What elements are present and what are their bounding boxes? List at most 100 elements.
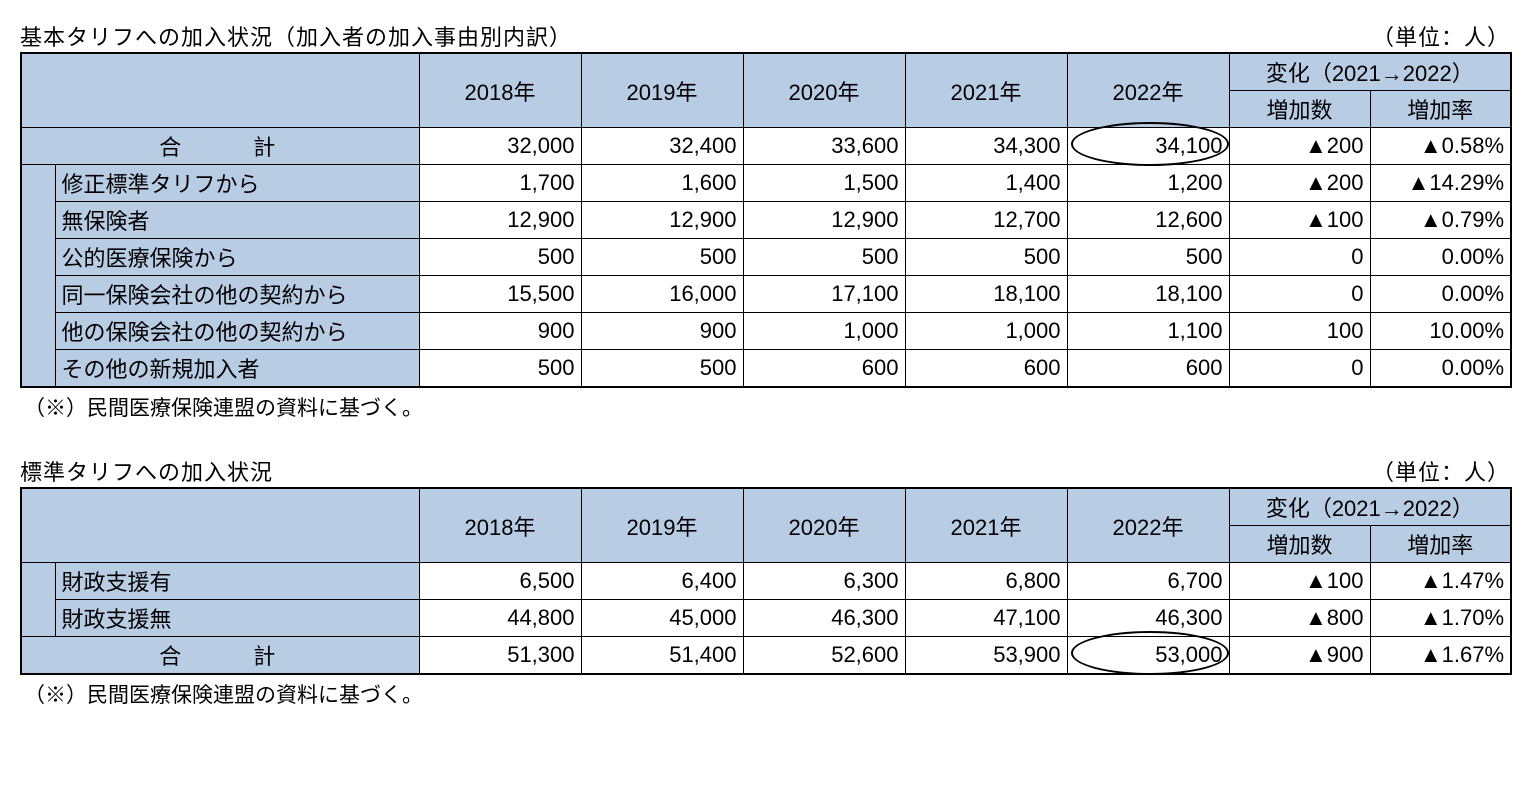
table2-change-sub-1: 増加率 [1370,526,1511,563]
table2-row-label: 財政支援有 [55,563,419,600]
table1-year-0: 2018年 [419,53,581,128]
table-cell: 18,100 [905,276,1067,313]
table1-total-6: ▲0.58% [1370,128,1511,165]
table-row: 同一保険会社の他の契約から15,50016,00017,10018,10018,… [21,276,1511,313]
table2-year-2: 2020年 [743,488,905,563]
table1-row-label: 公的医療保険から [55,239,419,276]
table-cell: 1,600 [581,165,743,202]
table1-total-label: 合 計 [21,128,419,165]
table1-total-4: 34,100 [1067,128,1229,165]
table-cell: 46,300 [1067,600,1229,637]
table2-year-4: 2022年 [1067,488,1229,563]
table2-row-label: 財政支援無 [55,600,419,637]
table-cell: 500 [1067,239,1229,276]
table1-row-label: その他の新規加入者 [55,350,419,388]
table-cell: 500 [743,239,905,276]
table1-change-header: 変化（2021→2022） [1229,53,1511,91]
table-cell: 12,600 [1067,202,1229,239]
table2-title: 標準タリフへの加入状況 [20,455,273,487]
table1-total-0: 32,000 [419,128,581,165]
table1-total-5: ▲200 [1229,128,1370,165]
table1-year-3: 2021年 [905,53,1067,128]
table2-total-4: 53,000 [1067,637,1229,675]
table-cell: 500 [419,239,581,276]
table-cell: 47,100 [905,600,1067,637]
table2-total-5: ▲900 [1229,637,1370,675]
table-cell: 0.00% [1370,350,1511,388]
table-cell: ▲200 [1229,165,1370,202]
table-cell: 500 [905,239,1067,276]
table1-change-sub-0: 増加数 [1229,91,1370,128]
table-cell: 0 [1229,239,1370,276]
table2-year-0: 2018年 [419,488,581,563]
table-cell: 0 [1229,350,1370,388]
table1-corner [21,53,419,128]
table2-total-0: 51,300 [419,637,581,675]
table-cell: 12,900 [581,202,743,239]
table1-year-1: 2019年 [581,53,743,128]
table-row: 無保険者12,90012,90012,90012,70012,600▲100▲0… [21,202,1511,239]
table2-total-6: ▲1.67% [1370,637,1511,675]
table1-change-sub-1: 増加率 [1370,91,1511,128]
table-cell: 46,300 [743,600,905,637]
table-row: 財政支援有6,5006,4006,3006,8006,700▲100▲1.47% [21,563,1511,600]
table2-indent [21,563,55,637]
table-cell: 18,100 [1067,276,1229,313]
table-row: その他の新規加入者50050060060060000.00% [21,350,1511,388]
table-cell: ▲1.47% [1370,563,1511,600]
table-cell: 600 [743,350,905,388]
table-cell: 6,400 [581,563,743,600]
table-cell: 6,500 [419,563,581,600]
table-cell: 17,100 [743,276,905,313]
table-cell: 100 [1229,313,1370,350]
table-cell: 1,400 [905,165,1067,202]
table-cell: ▲100 [1229,563,1370,600]
table-cell: 1,500 [743,165,905,202]
table-cell: 12,700 [905,202,1067,239]
table1-total-2: 33,600 [743,128,905,165]
table-cell: 600 [1067,350,1229,388]
table1-header-row1: 2018年 2019年 2020年 2021年 2022年 変化（2021→20… [21,53,1511,91]
table-cell: 0 [1229,276,1370,313]
table-row: 公的医療保険から50050050050050000.00% [21,239,1511,276]
table2-year-1: 2019年 [581,488,743,563]
table-cell: 45,000 [581,600,743,637]
table-cell: 12,900 [419,202,581,239]
table1-row-label: 無保険者 [55,202,419,239]
table-cell: 600 [905,350,1067,388]
table-cell: ▲100 [1229,202,1370,239]
table-cell: 900 [419,313,581,350]
table1-total-row: 合 計 32,000 32,400 33,600 34,300 34,100 ▲… [21,128,1511,165]
table1-row-label: 他の保険会社の他の契約から [55,313,419,350]
table2-unit: （単位：人） [1372,455,1510,487]
table2-change-sub-0: 増加数 [1229,526,1370,563]
table-cell: 500 [419,350,581,388]
table1-indent [21,165,55,388]
table-cell: 900 [581,313,743,350]
table1-year-2: 2020年 [743,53,905,128]
table-cell: 15,500 [419,276,581,313]
table-cell: 1,000 [905,313,1067,350]
table-cell: 44,800 [419,600,581,637]
table-cell: 1,700 [419,165,581,202]
table1-row-label: 修正標準タリフから [55,165,419,202]
table-row: 修正標準タリフから1,7001,6001,5001,4001,200▲200▲1… [21,165,1511,202]
table-cell: 0.00% [1370,276,1511,313]
table-cell: 500 [581,239,743,276]
table2-total-2: 52,600 [743,637,905,675]
table2-total-label: 合 計 [21,637,419,675]
table-row: 他の保険会社の他の契約から9009001,0001,0001,10010010.… [21,313,1511,350]
table1: 2018年 2019年 2020年 2021年 2022年 変化（2021→20… [20,52,1512,388]
table-cell: ▲0.79% [1370,202,1511,239]
table2-title-row: 標準タリフへの加入状況 （単位：人） [20,455,1510,487]
table1-total-1: 32,400 [581,128,743,165]
table-cell: ▲800 [1229,600,1370,637]
table-cell: 1,100 [1067,313,1229,350]
table-cell: 1,200 [1067,165,1229,202]
table2-header-row1: 2018年 2019年 2020年 2021年 2022年 変化（2021→20… [21,488,1511,526]
table-cell: 6,700 [1067,563,1229,600]
table2: 2018年 2019年 2020年 2021年 2022年 変化（2021→20… [20,487,1512,675]
table-cell: 500 [581,350,743,388]
table-cell: 16,000 [581,276,743,313]
table2-total-1: 51,400 [581,637,743,675]
